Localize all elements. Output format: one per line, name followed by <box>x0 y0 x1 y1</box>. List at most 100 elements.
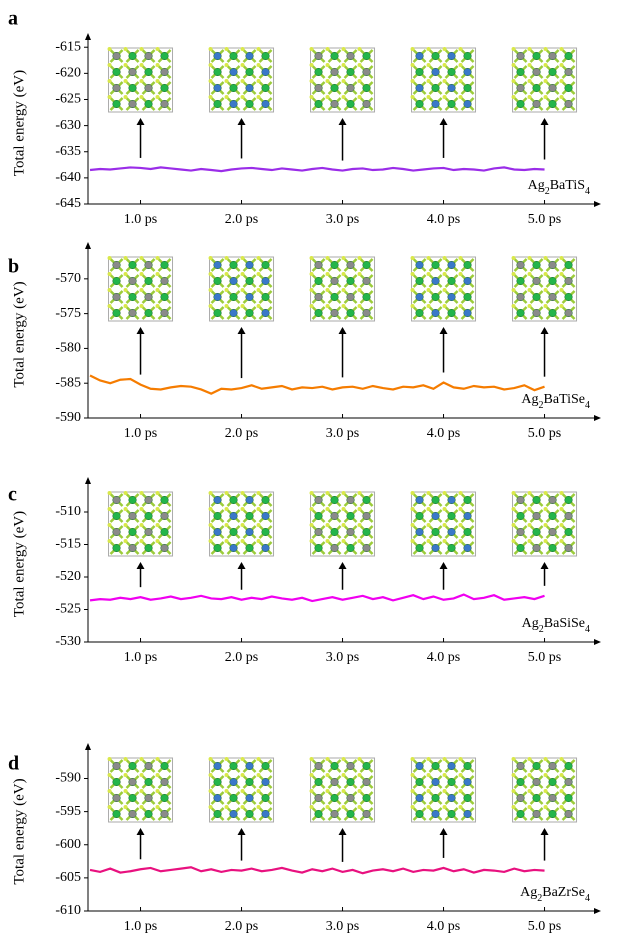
atom <box>564 809 573 819</box>
structure <box>410 256 477 322</box>
atom <box>442 523 447 527</box>
atom <box>224 507 229 511</box>
y-axis-label: Total energy (eV) <box>11 281 27 387</box>
atom <box>256 256 261 260</box>
atom <box>330 809 339 819</box>
atom <box>527 95 532 99</box>
atom <box>431 308 440 318</box>
atom <box>155 773 160 777</box>
atom <box>224 256 229 260</box>
y-tick-label: -575 <box>55 306 81 321</box>
atom <box>463 83 472 93</box>
atom <box>341 95 346 99</box>
arrow-head <box>136 118 145 125</box>
atom <box>511 304 516 308</box>
atom <box>458 523 463 527</box>
atom <box>112 308 121 318</box>
atom <box>357 491 362 495</box>
atom <box>245 793 254 803</box>
atom <box>309 757 314 761</box>
atom <box>442 95 447 99</box>
atom <box>213 67 222 77</box>
atom <box>410 805 415 809</box>
atom <box>516 809 525 819</box>
atom <box>155 256 160 260</box>
atom <box>208 805 213 809</box>
atom <box>362 543 371 553</box>
atom <box>357 773 362 777</box>
atom <box>431 260 440 270</box>
atom <box>415 260 424 270</box>
atom <box>245 67 254 77</box>
atom <box>516 260 525 270</box>
atom <box>447 308 456 318</box>
x-tick-label: 2.0 ps <box>225 212 258 227</box>
atom <box>463 527 472 537</box>
atom <box>527 256 532 260</box>
atom <box>516 495 525 505</box>
atom <box>415 276 424 286</box>
atom <box>229 495 238 505</box>
atom <box>309 773 314 777</box>
atom <box>426 95 431 99</box>
y-tick-label: -645 <box>55 196 81 211</box>
atom <box>314 292 323 302</box>
atom <box>144 292 153 302</box>
y-tick-label: -620 <box>55 66 81 81</box>
atom <box>107 47 112 51</box>
y-tick-label: -630 <box>55 118 81 133</box>
atom <box>213 292 222 302</box>
atom <box>261 67 270 77</box>
atom <box>128 99 137 109</box>
atom <box>314 51 323 61</box>
atom <box>224 491 229 495</box>
atom <box>527 539 532 543</box>
atom <box>330 83 339 93</box>
atom <box>107 63 112 67</box>
energy-line <box>89 866 545 875</box>
atom <box>314 260 323 270</box>
atom <box>532 793 541 803</box>
atom <box>559 95 564 99</box>
structure <box>511 47 578 113</box>
atom <box>559 757 564 761</box>
arrow-head <box>136 327 145 334</box>
energy-line <box>89 593 545 603</box>
atom <box>245 809 254 819</box>
atom <box>229 543 238 553</box>
atom <box>532 51 541 61</box>
atom <box>128 777 137 787</box>
x-tick-label: 5.0 ps <box>528 919 561 934</box>
atom <box>256 95 261 99</box>
atom <box>144 777 153 787</box>
atom <box>160 495 169 505</box>
atom <box>346 511 355 521</box>
atom <box>123 95 128 99</box>
atom <box>543 789 548 793</box>
atom <box>261 308 270 318</box>
atom <box>458 47 463 51</box>
atom <box>208 491 213 495</box>
atom <box>426 79 431 83</box>
atom <box>112 276 121 286</box>
atom <box>426 272 431 276</box>
atom <box>442 491 447 495</box>
atom <box>357 304 362 308</box>
atom <box>261 83 270 93</box>
atom <box>511 288 516 292</box>
atom <box>458 773 463 777</box>
atom <box>155 47 160 51</box>
atom <box>341 757 346 761</box>
atom <box>463 793 472 803</box>
formula-part: Ag <box>528 178 545 193</box>
atom <box>548 777 557 787</box>
atom <box>447 777 456 787</box>
atom <box>415 543 424 553</box>
atom <box>144 51 153 61</box>
arrow-head <box>540 327 549 334</box>
atom <box>463 292 472 302</box>
atom <box>229 260 238 270</box>
atom <box>447 276 456 286</box>
y-tick-label: -625 <box>55 92 81 107</box>
y-tick-label: -640 <box>55 170 81 185</box>
